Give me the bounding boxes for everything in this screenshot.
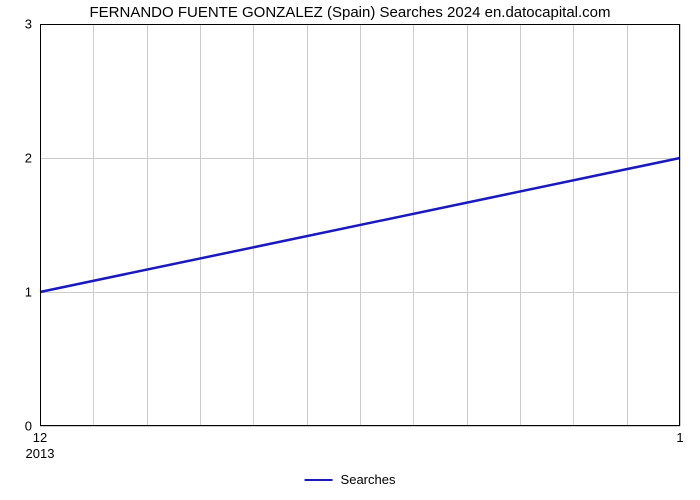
- chart-title: FERNANDO FUENTE GONZALEZ (Spain) Searche…: [0, 4, 700, 21]
- series-line: [40, 158, 680, 292]
- y-tick-label: 1: [25, 285, 32, 300]
- legend: Searches: [305, 472, 396, 487]
- plot-area: 0123 121 2013: [40, 24, 680, 426]
- chart-container: { "chart": { "type": "line", "title": "F…: [0, 0, 700, 500]
- line-series-layer: [40, 24, 680, 426]
- y-tick-label: 2: [25, 151, 32, 166]
- legend-swatch: [305, 479, 333, 481]
- x-tick-label: 12: [33, 430, 47, 445]
- legend-label: Searches: [341, 472, 396, 487]
- y-tick-label: 3: [25, 17, 32, 32]
- y-tick-label: 0: [25, 419, 32, 434]
- x-axis-subtitle: 2013: [26, 446, 55, 461]
- x-tick-label: 1: [676, 430, 683, 445]
